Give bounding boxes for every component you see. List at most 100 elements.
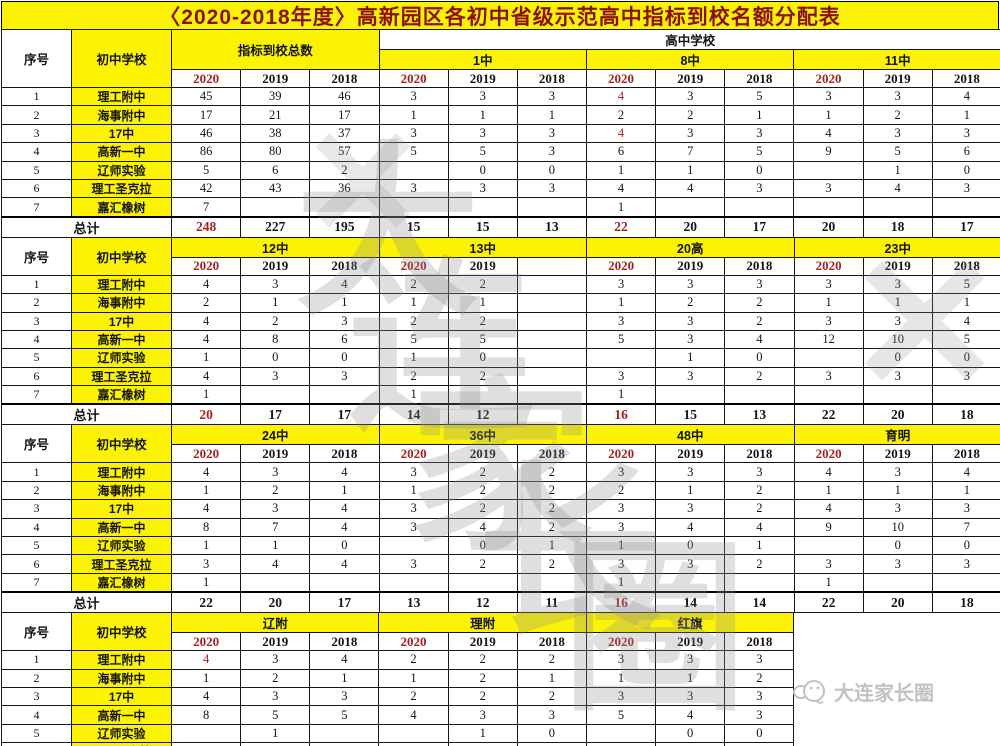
value-cell: 2 bbox=[378, 742, 449, 746]
value-cell: 2 bbox=[516, 742, 587, 746]
table-row: 3 17中 4 3 4 3 2 2 3 3 2 4 3 3 bbox=[1, 499, 1000, 519]
value-cell: 7 bbox=[931, 517, 1000, 538]
total-value-cell: 22 bbox=[793, 591, 864, 614]
total-value-cell: 15 bbox=[378, 215, 449, 238]
serial-cell: 4 bbox=[1, 142, 72, 162]
value-cell: 2 bbox=[516, 517, 588, 538]
table-row: 6理工圣克拉343222333 bbox=[1, 742, 795, 746]
value-cell: 5 bbox=[585, 329, 657, 350]
year-header: 2018 bbox=[309, 632, 380, 652]
value-cell bbox=[655, 197, 726, 218]
value-cell: 1 bbox=[447, 105, 518, 125]
value-cell: 3 bbox=[447, 705, 518, 725]
value-cell: 3 bbox=[240, 686, 311, 707]
value-cell: 3 bbox=[585, 517, 657, 538]
value-cell: 3 bbox=[931, 123, 1000, 144]
value-cell bbox=[516, 572, 588, 593]
total-value-cell: 12 bbox=[447, 591, 518, 614]
value-cell: 3 bbox=[516, 123, 587, 144]
value-cell: 1 bbox=[378, 105, 449, 125]
value-cell: 2 bbox=[724, 293, 795, 313]
value-cell: 1 bbox=[655, 668, 726, 688]
year-header: 2018 bbox=[931, 69, 1000, 88]
serial-cell: 6 bbox=[1, 554, 72, 574]
value-cell: 3 bbox=[724, 462, 795, 482]
serial-cell: 3 bbox=[1, 499, 72, 519]
value-cell bbox=[724, 572, 795, 593]
value-cell: 3 bbox=[585, 366, 657, 387]
value-cell bbox=[447, 572, 518, 593]
value-cell: 80 bbox=[240, 142, 311, 162]
value-cell: 4 bbox=[378, 705, 449, 725]
value-cell: 45 bbox=[170, 86, 242, 107]
school-cell: 理工附中 bbox=[71, 650, 172, 670]
value-cell: 2 bbox=[516, 480, 588, 501]
value-cell bbox=[931, 197, 1000, 218]
total-value-cell: 20 bbox=[655, 215, 726, 238]
serial-cell: 6 bbox=[1, 366, 72, 387]
school-cell: 17中 bbox=[71, 123, 172, 144]
value-cell: 2 bbox=[447, 668, 518, 688]
group-header: 育明 bbox=[793, 424, 1000, 446]
value-cell: 3 bbox=[862, 462, 933, 482]
school-cell: 辽师实验 bbox=[71, 723, 172, 744]
group-header: 13中 bbox=[378, 236, 587, 258]
value-cell: 10 bbox=[862, 329, 933, 350]
year-header: 2018 bbox=[309, 444, 380, 464]
value-cell: 2 bbox=[724, 366, 795, 387]
value-cell bbox=[309, 385, 380, 405]
value-cell: 3 bbox=[793, 311, 864, 331]
value-cell: 3 bbox=[655, 274, 726, 295]
school-cell: 理工圣克拉 bbox=[71, 554, 172, 574]
value-cell: 3 bbox=[655, 123, 726, 144]
total-value-cell: 20 bbox=[240, 591, 311, 614]
value-cell: 2 bbox=[378, 274, 449, 295]
value-cell: 46 bbox=[170, 123, 242, 144]
value-cell bbox=[655, 385, 726, 405]
year-header: 2020 bbox=[585, 69, 657, 88]
value-cell: 1 bbox=[931, 480, 1000, 501]
value-cell: 3 bbox=[378, 499, 449, 519]
value-cell: 3 bbox=[378, 462, 449, 482]
table-row: 7 嘉汇橡树 1 1 1 bbox=[1, 572, 1000, 593]
value-cell: 1 bbox=[862, 160, 933, 180]
total-value-cell: 11 bbox=[516, 591, 588, 614]
total-value-cell: 22 bbox=[793, 403, 864, 426]
group-header: 理附 bbox=[378, 612, 587, 634]
total-value-cell: 16 bbox=[585, 403, 657, 426]
value-cell: 6 bbox=[585, 142, 657, 162]
serial-cell: 3 bbox=[1, 123, 72, 144]
value-cell: 5 bbox=[862, 142, 933, 162]
value-cell bbox=[724, 385, 795, 405]
total-value-cell: 227 bbox=[240, 215, 311, 238]
value-cell: 4 bbox=[170, 366, 242, 387]
value-cell: 3 bbox=[378, 123, 449, 144]
value-cell: 3 bbox=[447, 123, 518, 144]
total-value-cell: 17 bbox=[309, 403, 380, 426]
value-cell: 4 bbox=[309, 554, 380, 574]
value-cell: 1 bbox=[931, 105, 1000, 125]
value-cell bbox=[931, 572, 1000, 593]
value-cell: 3 bbox=[309, 686, 380, 707]
value-cell: 3 bbox=[447, 178, 518, 199]
brand-logo: 大连家长圈 bbox=[792, 676, 934, 706]
school-cell: 理工附中 bbox=[71, 462, 172, 482]
value-cell: 1 bbox=[931, 293, 1000, 313]
value-cell: 3 bbox=[378, 554, 449, 574]
value-cell: 3 bbox=[516, 705, 587, 725]
serial-cell: 1 bbox=[1, 650, 72, 670]
table-row: 4 高新一中 4 8 6 5 5 5 3 4 12 10 5 bbox=[1, 329, 1000, 350]
value-cell: 2 bbox=[655, 293, 726, 313]
section-table: 序号 初中学校 12中 13中 20高 23中 2020 2019 2018 2020 2019 20… bbox=[1, 236, 1000, 426]
value-cell bbox=[516, 311, 588, 331]
value-cell: 3 bbox=[585, 499, 657, 519]
value-cell: 2 bbox=[378, 366, 449, 387]
value-cell: 3 bbox=[862, 123, 933, 144]
serial-cell: 1 bbox=[1, 274, 72, 295]
year-header: 2020 bbox=[378, 256, 449, 276]
total-value-cell: 22 bbox=[585, 215, 657, 238]
table-row: 2 海事附中 1 2 1 1 2 2 2 1 2 1 1 1 bbox=[1, 480, 1000, 501]
value-cell: 46 bbox=[309, 86, 380, 107]
total-row: 总计 22 20 17 13 12 11 16 14 14 22 20 18 bbox=[1, 591, 1000, 614]
year-header: 2019 bbox=[240, 632, 311, 652]
